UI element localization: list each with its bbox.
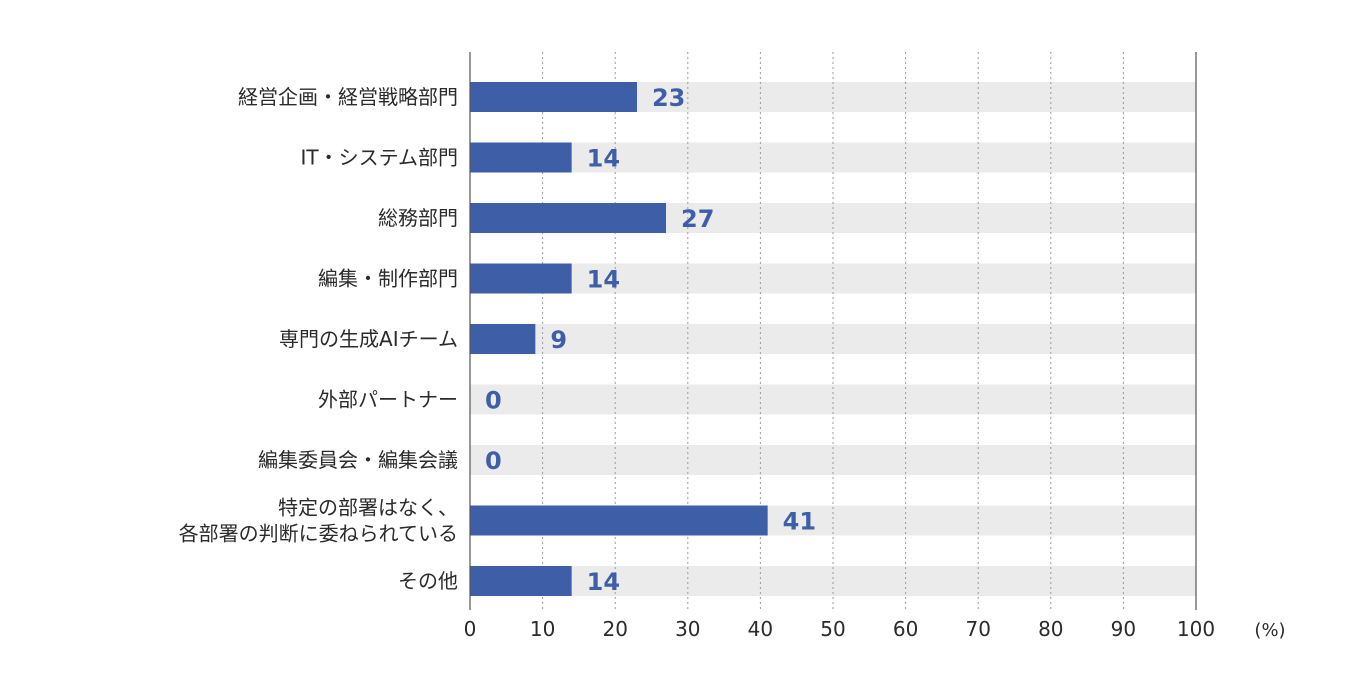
bar-value-label: 14 — [587, 266, 620, 294]
bar-track — [470, 445, 1196, 475]
bar-track — [470, 566, 1196, 596]
x-axis-unit-label: (%) — [1254, 620, 1285, 641]
x-tick-label: 20 — [602, 617, 627, 641]
label-group: 0 10 20 30 40 50 60 70 80 90 10023経営企画・経営戦略部門14IT・… — [179, 84, 1216, 641]
bar-track — [470, 384, 1196, 415]
bar-value-label: 0 — [485, 447, 502, 475]
x-tick-label: 80 — [1038, 617, 1063, 641]
bar-value-label: 14 — [587, 145, 620, 173]
x-tick-label: 100 — [1177, 617, 1215, 641]
x-tick-label: 30 — [675, 617, 700, 641]
category-label: 特定の部署はなく、 — [278, 496, 458, 520]
category-label: 編集委員会・編集会議 — [258, 448, 458, 472]
category-label: IT・システム部門 — [300, 146, 458, 170]
bar-value-label: 14 — [587, 568, 620, 596]
bar-value-label: 9 — [550, 326, 567, 354]
x-tick-label: 60 — [893, 617, 918, 641]
x-tick-label: 10 — [530, 617, 555, 641]
x-tick-label: 0 — [464, 617, 477, 641]
category-label: 編集・制作部門 — [318, 267, 458, 291]
bar — [470, 505, 768, 536]
bar — [470, 324, 536, 354]
x-tick-label: 90 — [1111, 617, 1136, 641]
category-label: 総務部門 — [378, 206, 458, 230]
bar-group — [470, 82, 768, 596]
bar — [470, 142, 572, 173]
category-label: 外部パートナー — [318, 388, 458, 412]
x-tick-label: 70 — [965, 617, 990, 641]
category-label: 各部署の判断に委ねられている — [179, 522, 458, 546]
axis-group — [469, 52, 1197, 610]
x-tick-label: 40 — [748, 617, 773, 641]
bar-value-label: 27 — [681, 205, 714, 233]
bar — [470, 566, 572, 596]
bar-value-label: 41 — [783, 508, 816, 536]
bar — [470, 203, 667, 233]
category-label: 専門の生成AIチーム — [279, 327, 458, 351]
bar-value-label: 0 — [485, 387, 502, 415]
x-tick-label: 50 — [820, 617, 845, 641]
category-label: 経営企画・経営戦略部門 — [238, 85, 458, 109]
bar — [470, 263, 572, 294]
bar — [470, 82, 637, 112]
bar-value-label: 23 — [652, 84, 685, 112]
category-label: その他 — [398, 569, 458, 593]
